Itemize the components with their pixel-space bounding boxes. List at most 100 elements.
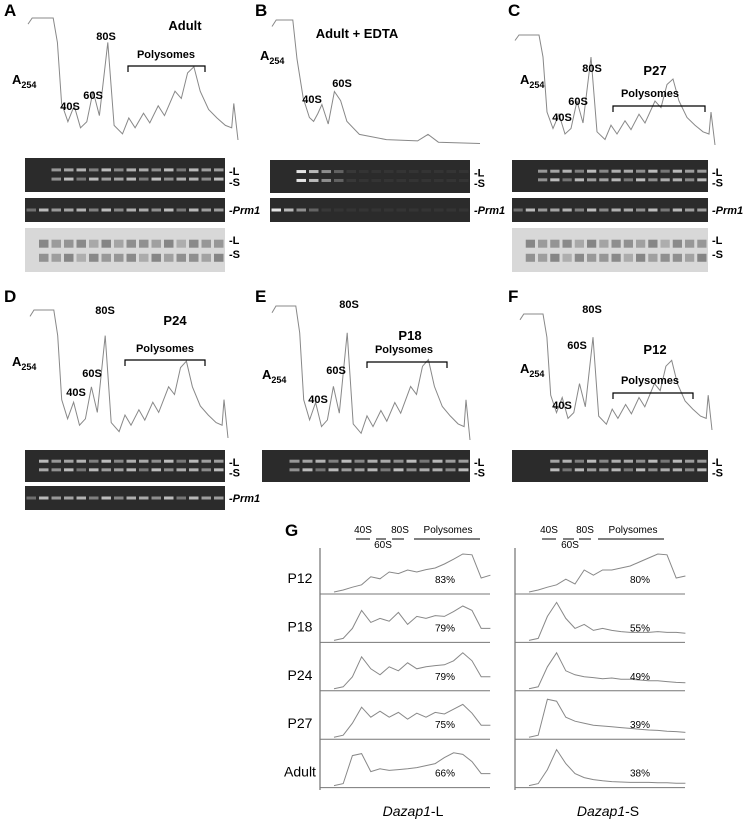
band (562, 178, 572, 182)
prm1-label: -Prm1 (229, 493, 260, 505)
band (139, 459, 149, 463)
band (446, 178, 456, 182)
bracket-label: Polysomes (375, 344, 433, 356)
band (189, 468, 199, 472)
band (421, 178, 431, 182)
gel-image (25, 450, 225, 482)
band (89, 177, 99, 181)
band (164, 496, 174, 500)
panel-letter: G (285, 521, 298, 540)
band (550, 239, 560, 248)
band (611, 208, 621, 212)
band (384, 170, 394, 174)
band (660, 459, 670, 463)
profile-curve (27, 17, 239, 141)
row-percent: 39% (630, 720, 650, 731)
gene-name: Dazap1 (577, 803, 625, 819)
row-curve (528, 748, 686, 787)
band (315, 468, 326, 472)
band (648, 178, 658, 182)
band (672, 459, 682, 463)
band (101, 468, 111, 472)
band (341, 459, 352, 463)
band (672, 169, 682, 173)
band (321, 208, 331, 212)
band (611, 253, 621, 262)
peak-label: 80S (96, 31, 116, 43)
row-label: P18 (288, 618, 313, 634)
peak-label: 40S (308, 394, 328, 406)
panel-letter: F (508, 287, 518, 306)
band (189, 239, 199, 248)
band (302, 468, 313, 472)
band (419, 468, 430, 472)
band (284, 208, 294, 212)
y-label-sub: 254 (21, 362, 36, 372)
band (672, 253, 682, 262)
band (380, 468, 391, 472)
bracket (612, 392, 694, 399)
band (89, 496, 99, 500)
y-axis-label: A254 (12, 354, 36, 372)
band (599, 239, 609, 248)
band (114, 239, 124, 248)
band (76, 177, 86, 181)
isoform: -L (431, 803, 444, 819)
peak-label: 40S (552, 400, 572, 412)
band (697, 253, 707, 262)
band (432, 459, 443, 463)
band (201, 496, 211, 500)
row-label: P24 (288, 667, 313, 683)
panel-title: P27 (643, 63, 666, 78)
row-curve (528, 553, 686, 593)
band (672, 178, 682, 182)
peak-label: 60S (568, 96, 588, 108)
blot-label: -S (229, 249, 240, 261)
band (89, 459, 99, 463)
band (101, 168, 111, 172)
fraction-label: 60S (374, 540, 392, 551)
band (354, 468, 365, 472)
band (214, 459, 224, 463)
peak-label: 40S (66, 387, 86, 399)
band (76, 168, 86, 172)
band (214, 177, 224, 181)
band (685, 468, 695, 472)
band (309, 170, 319, 174)
gel-label: -S (712, 467, 723, 479)
y-label-main: A (262, 367, 272, 382)
band (64, 239, 74, 248)
row-curve (333, 605, 491, 641)
band (101, 177, 111, 181)
y-axis-label: A254 (260, 48, 284, 66)
band (89, 239, 99, 248)
band (421, 208, 431, 212)
band (611, 178, 621, 182)
band (201, 208, 211, 212)
band (525, 208, 535, 212)
band (101, 239, 111, 248)
blot-label: -L (229, 235, 240, 247)
band (660, 208, 670, 212)
gel-label: -L (474, 168, 485, 180)
band (114, 253, 124, 262)
band (164, 177, 174, 181)
band (636, 459, 646, 463)
band (39, 459, 49, 463)
band (623, 459, 633, 463)
panel-letter: D (4, 287, 16, 306)
band (359, 208, 369, 212)
row-label: Adult (284, 764, 316, 780)
band (151, 177, 161, 181)
band (164, 253, 174, 262)
band (623, 169, 633, 173)
band (648, 468, 658, 472)
band (672, 239, 682, 248)
band (189, 459, 199, 463)
band (672, 468, 682, 472)
band (151, 459, 161, 463)
band (271, 208, 281, 212)
band (359, 170, 369, 174)
band (587, 468, 597, 472)
